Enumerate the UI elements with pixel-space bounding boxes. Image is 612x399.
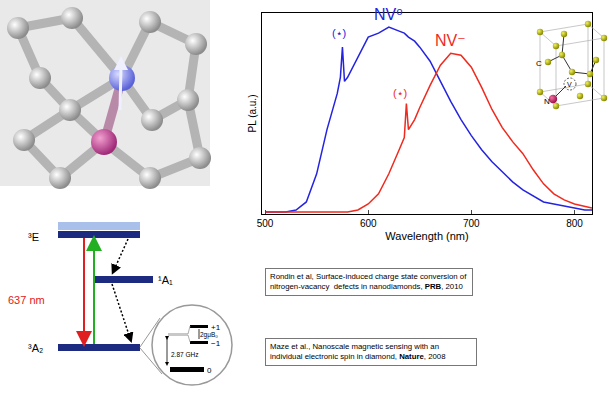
svg-text:PL (a.u.): PL (a.u.) xyxy=(247,95,258,133)
svg-text:(⋆): (⋆) xyxy=(393,87,407,99)
svg-text:637 nm: 637 nm xyxy=(8,294,45,306)
svg-text:¹A₁: ¹A₁ xyxy=(158,274,173,286)
svg-text:+1: +1 xyxy=(211,323,221,332)
svg-text:2.87 GHz: 2.87 GHz xyxy=(171,351,198,358)
svg-text:500: 500 xyxy=(257,218,274,229)
svg-text:³A₂: ³A₂ xyxy=(28,342,43,354)
svg-text:0: 0 xyxy=(207,366,212,375)
svg-text:C: C xyxy=(536,59,542,68)
html-text:Maze et al., Nanoscale magneti: Maze et al., Nanoscale magnetic sensing … xyxy=(270,342,446,361)
html-text:Rondin et al, Surface-induced: Rondin et al, Surface-induced charge sta… xyxy=(270,272,469,291)
svg-text:(⋆): (⋆) xyxy=(332,27,346,39)
svg-text:700: 700 xyxy=(463,218,480,229)
svg-text:NV⁻: NV⁻ xyxy=(435,32,466,49)
svg-text:NV⁰: NV⁰ xyxy=(374,6,403,23)
svg-text:N: N xyxy=(544,97,550,106)
svg-text:Wavelength (nm): Wavelength (nm) xyxy=(385,230,468,242)
svg-text:V: V xyxy=(567,81,572,88)
svg-text:600: 600 xyxy=(360,218,377,229)
svg-text:³E: ³E xyxy=(28,231,39,243)
svg-text:2gμB₀: 2gμB₀ xyxy=(200,331,218,339)
svg-text:800: 800 xyxy=(566,218,583,229)
svg-text:−1: −1 xyxy=(211,339,221,348)
